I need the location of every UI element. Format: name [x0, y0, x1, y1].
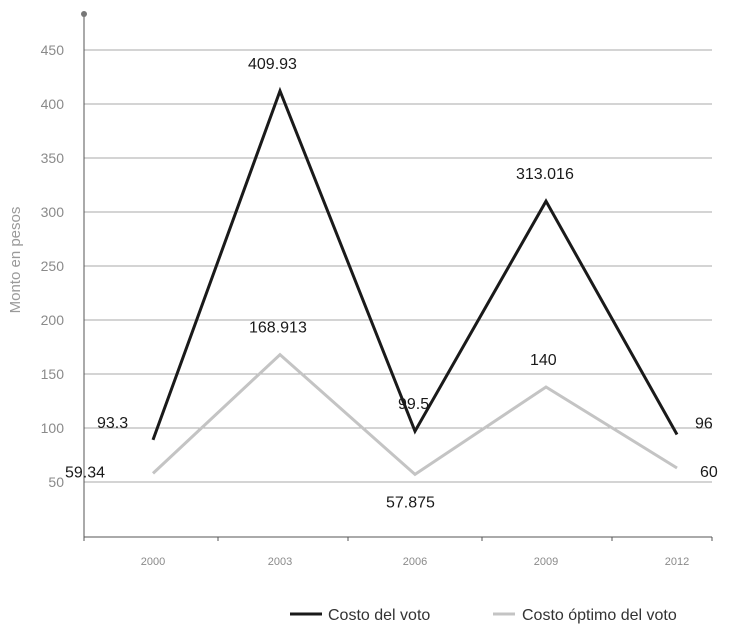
x-tick-label: 2009: [534, 556, 558, 568]
y-tick-label: 150: [41, 366, 65, 382]
y-axis-ticks: 50 100 150 200 250 300 350 400 450: [41, 42, 65, 490]
y-axis-top-marker: [81, 11, 87, 17]
x-tick-label: 2006: [403, 556, 427, 568]
data-label: 409.93: [248, 56, 297, 73]
data-label: 313.016: [516, 166, 574, 183]
y-axis-title: Monto en pesos: [7, 207, 24, 314]
data-label: 96: [695, 415, 713, 432]
y-tick-label: 100: [41, 420, 65, 436]
legend-label-costo-del-voto: Costo del voto: [328, 607, 430, 624]
x-tick-label: 2000: [141, 556, 165, 568]
y-tick-label: 50: [48, 474, 64, 490]
series-lines: [151, 86, 679, 477]
data-label: 60: [700, 464, 718, 481]
x-tick-label: 2003: [268, 556, 292, 568]
grid-lines: [84, 49, 712, 483]
series-line-costo-optimo-del-voto: [151, 352, 678, 477]
data-labels: 93.3 409.93 99.5 313.016 96 59.34 168.913 57.87…: [65, 56, 718, 511]
axes: [81, 11, 712, 538]
data-label: 59.34: [65, 464, 105, 481]
x-axis-ticks: 2000 2003 2006 2009 2012: [83, 537, 713, 568]
series-line-costo-del-voto: [151, 86, 679, 441]
data-label: 140: [530, 352, 557, 369]
data-label: 168.913: [249, 320, 307, 337]
x-tick-label: 2012: [665, 556, 689, 568]
legend: Costo del voto Costo óptimo del voto: [290, 607, 677, 624]
y-tick-label: 200: [41, 312, 65, 328]
data-label: 57.875: [386, 494, 435, 511]
y-tick-label: 450: [41, 42, 65, 58]
y-tick-label: 400: [41, 96, 65, 112]
legend-label-costo-optimo-del-voto: Costo óptimo del voto: [522, 607, 677, 624]
data-label: 93.3: [97, 415, 128, 432]
y-tick-label: 350: [41, 150, 65, 166]
y-tick-label: 300: [41, 204, 65, 220]
y-tick-label: 250: [41, 258, 65, 274]
data-label: 99.5: [398, 396, 429, 413]
